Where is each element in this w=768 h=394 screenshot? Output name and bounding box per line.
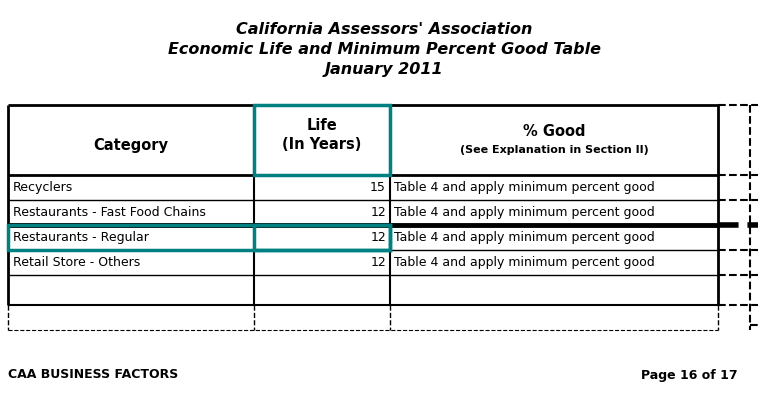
Text: January 2011: January 2011 (325, 62, 443, 77)
Text: Table 4 and apply minimum percent good: Table 4 and apply minimum percent good (394, 256, 655, 269)
Text: Restaurants - Regular: Restaurants - Regular (13, 231, 149, 244)
Text: Life
(In Years): Life (In Years) (283, 118, 362, 152)
Text: 12: 12 (370, 206, 386, 219)
Bar (8, 225, 390, 250)
Text: Page 16 of 17: Page 16 of 17 (641, 368, 738, 381)
Text: 15: 15 (370, 181, 386, 194)
Text: 12: 12 (370, 231, 386, 244)
Text: Recyclers: Recyclers (13, 181, 73, 194)
Text: California Assessors' Association: California Assessors' Association (236, 22, 532, 37)
Text: Table 4 and apply minimum percent good: Table 4 and apply minimum percent good (394, 181, 655, 194)
Text: Category: Category (94, 138, 168, 152)
Bar (254, 105, 390, 175)
Text: CAA BUSINESS FACTORS: CAA BUSINESS FACTORS (8, 368, 178, 381)
Text: 12: 12 (370, 256, 386, 269)
Text: Restaurants - Fast Food Chains: Restaurants - Fast Food Chains (13, 206, 206, 219)
Text: Economic Life and Minimum Percent Good Table: Economic Life and Minimum Percent Good T… (167, 42, 601, 57)
Text: % Good: % Good (523, 125, 585, 139)
Bar (254, 225, 390, 250)
Text: Retail Store - Others: Retail Store - Others (13, 256, 141, 269)
Text: (See Explanation in Section II): (See Explanation in Section II) (459, 145, 648, 155)
Text: Table 4 and apply minimum percent good: Table 4 and apply minimum percent good (394, 231, 655, 244)
Text: Table 4 and apply minimum percent good: Table 4 and apply minimum percent good (394, 206, 655, 219)
